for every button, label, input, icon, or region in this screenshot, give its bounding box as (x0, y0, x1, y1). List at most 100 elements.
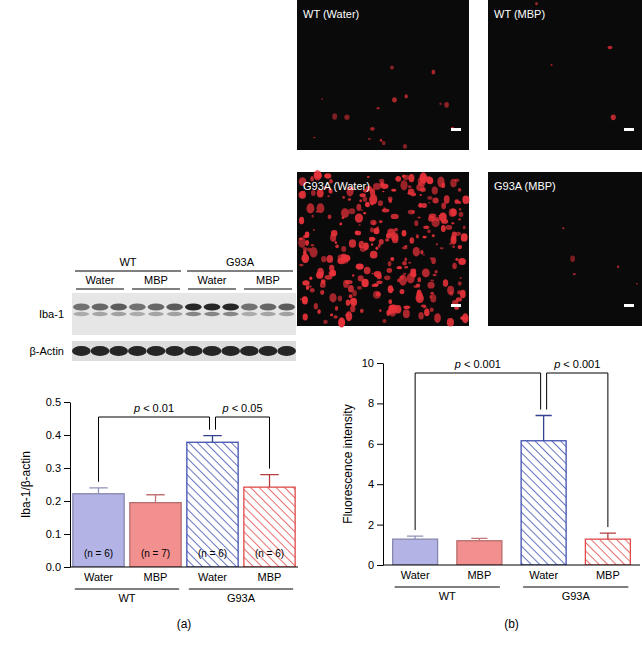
speckle (444, 102, 449, 108)
tick: 4 (368, 478, 383, 490)
panel-label: (b) (504, 617, 519, 631)
speckle (423, 225, 429, 229)
speckle (430, 258, 433, 260)
x-axis: WaterMBPWaterMBP (70, 567, 298, 583)
speckle (386, 310, 390, 316)
tick: MBP (596, 569, 620, 581)
speckle (382, 209, 390, 213)
speckle (376, 226, 379, 228)
speckle (370, 220, 376, 225)
error-bar (600, 533, 616, 539)
bar (187, 442, 238, 567)
speckle (382, 191, 384, 193)
tick-mark (377, 444, 383, 445)
blot-band-label: β-Actin (30, 345, 64, 357)
tick-label: 0.4 (46, 429, 61, 441)
blot-band (73, 304, 90, 311)
speckle (441, 182, 445, 188)
speckle (461, 233, 468, 241)
blot-band (240, 346, 259, 356)
speckle (535, 2, 538, 5)
speckle (562, 227, 564, 229)
group-line (75, 589, 179, 590)
significance-bracket (216, 417, 270, 469)
blot-group-label: G93A (226, 256, 255, 268)
blot-band (184, 346, 203, 356)
tick: 0 (368, 559, 383, 571)
axis-title: Iba-1/β-actin (19, 451, 33, 518)
speckle (432, 198, 438, 204)
micrograph-label: G93A (MBP) (494, 180, 556, 192)
speckle (367, 176, 370, 178)
annotation: p < 0.001 (553, 358, 600, 370)
speckle (428, 202, 430, 203)
y-axis: 0.00.10.20.30.40.5 (46, 396, 71, 573)
micrograph: G93A (Water) (297, 170, 469, 328)
tick-label: MBP (258, 571, 282, 583)
micrograph-background (297, 0, 469, 150)
speckle (344, 115, 349, 120)
scale-bar (451, 128, 461, 131)
speckle (345, 280, 353, 284)
speckle (355, 213, 363, 222)
speckle (446, 225, 453, 230)
tick: 6 (368, 438, 383, 450)
speckle (372, 284, 378, 287)
speckle (380, 139, 383, 142)
speckle (335, 306, 338, 311)
speckle (400, 180, 407, 190)
blot-band (185, 304, 202, 311)
speckle (451, 235, 457, 244)
tick: 0.3 (46, 462, 70, 474)
bar (73, 494, 124, 567)
blot-treatment-label: MBP (144, 274, 168, 286)
bar (393, 539, 438, 565)
scale-bar (451, 304, 461, 307)
micrograph: WT (Water) (297, 0, 469, 150)
significance-bracket (547, 373, 608, 527)
tick-label: 0.1 (46, 528, 61, 540)
speckle (335, 245, 339, 249)
speckle (404, 258, 407, 262)
speckle (363, 196, 368, 202)
speckle (379, 239, 384, 245)
speckle (348, 208, 355, 214)
speckle (423, 254, 426, 255)
speckle (434, 270, 437, 273)
speckle (307, 248, 311, 252)
speckle (385, 238, 389, 241)
speckle (371, 243, 373, 246)
speckle (408, 262, 411, 264)
speckle (423, 306, 425, 308)
tick-label: 0.0 (46, 561, 61, 573)
speckle (457, 290, 462, 294)
speckle (324, 173, 331, 178)
speckle (408, 174, 414, 182)
blot-band (148, 312, 164, 316)
speckle (388, 299, 392, 304)
speckle (327, 195, 330, 197)
micrograph-background (488, 0, 642, 150)
speckle (298, 237, 306, 248)
bar (585, 539, 630, 565)
group-label: WT (118, 592, 135, 604)
speckle (395, 176, 401, 182)
speckle (313, 229, 315, 231)
group-line (189, 589, 293, 590)
speckle (306, 203, 314, 213)
blot-group-line (75, 271, 181, 272)
speckle (459, 212, 464, 217)
tick-label: 2 (368, 519, 374, 531)
speckle (443, 279, 448, 286)
speckle (338, 295, 342, 301)
speckle (458, 218, 461, 220)
speckle (339, 223, 342, 226)
n-label: (n = 6) (255, 548, 284, 559)
speckle (350, 298, 356, 304)
annotation: p < 0.05 (221, 402, 262, 414)
blot-band (241, 304, 258, 311)
tick-label: 6 (368, 438, 374, 450)
speckle (369, 237, 375, 242)
n-label: (n = 6) (198, 548, 227, 559)
micrograph-label: WT (Water) (303, 8, 359, 20)
